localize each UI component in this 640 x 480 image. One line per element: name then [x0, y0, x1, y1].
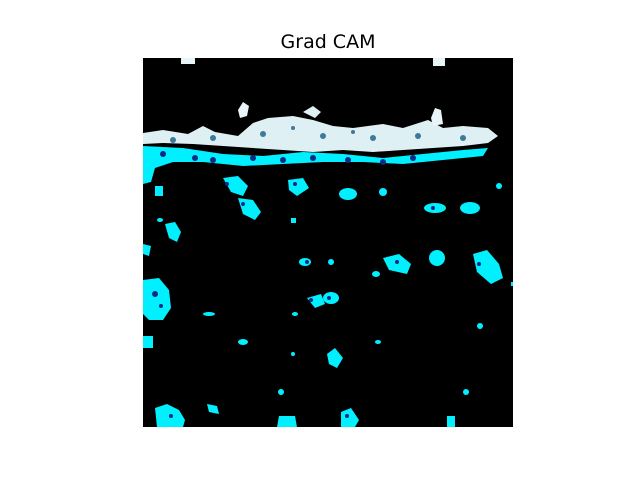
gradcam-image [143, 58, 513, 427]
figure-title: Grad CAM [280, 31, 376, 53]
gradcam-heatmap [143, 58, 513, 427]
